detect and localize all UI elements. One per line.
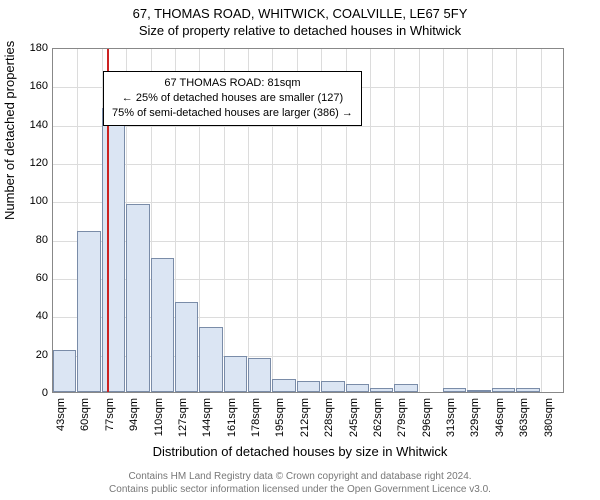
y-tick-label: 100 bbox=[18, 195, 48, 207]
gridline-v bbox=[467, 49, 468, 392]
y-tick-label: 80 bbox=[18, 234, 48, 246]
x-tick-label: 94sqm bbox=[128, 398, 140, 438]
footer-attribution: Contains HM Land Registry data © Crown c… bbox=[0, 470, 600, 500]
x-tick-label: 262sqm bbox=[372, 398, 384, 438]
footer-line2: Contains public sector information licen… bbox=[0, 483, 600, 496]
x-tick-label: 363sqm bbox=[518, 398, 530, 438]
x-tick-label: 212sqm bbox=[299, 398, 311, 438]
chart-titles: 67, THOMAS ROAD, WHITWICK, COALVILLE, LE… bbox=[0, 0, 600, 38]
gridline-v bbox=[443, 49, 444, 392]
x-tick-label: 178sqm bbox=[250, 398, 262, 438]
x-tick-label: 77sqm bbox=[104, 398, 116, 438]
histogram-bar bbox=[77, 231, 100, 392]
x-tick-label: 313sqm bbox=[445, 398, 457, 438]
x-tick-label: 296sqm bbox=[421, 398, 433, 438]
gridline-v bbox=[419, 49, 420, 392]
gridline-v bbox=[492, 49, 493, 392]
y-tick-label: 20 bbox=[18, 349, 48, 361]
histogram-bar bbox=[516, 388, 539, 392]
x-tick-label: 195sqm bbox=[274, 398, 286, 438]
y-tick-label: 140 bbox=[18, 119, 48, 131]
x-tick-label: 110sqm bbox=[153, 398, 165, 438]
x-tick-label: 60sqm bbox=[79, 398, 91, 438]
x-tick-label: 346sqm bbox=[494, 398, 506, 438]
annotation-line1: 67 THOMAS ROAD: 81sqm bbox=[112, 76, 353, 91]
x-tick-label: 245sqm bbox=[348, 398, 360, 438]
y-tick-label: 0 bbox=[18, 387, 48, 399]
histogram-bar bbox=[175, 302, 198, 392]
gridline-v bbox=[394, 49, 395, 392]
annotation-line2: ← 25% of detached houses are smaller (12… bbox=[112, 91, 353, 106]
y-tick-label: 160 bbox=[18, 80, 48, 92]
gridline-h bbox=[53, 202, 563, 203]
x-tick-label: 380sqm bbox=[543, 398, 555, 438]
gridline-v bbox=[516, 49, 517, 392]
annotation-line3: 75% of semi-detached houses are larger (… bbox=[112, 106, 353, 121]
histogram-bar bbox=[224, 356, 247, 392]
histogram-bar bbox=[297, 381, 320, 393]
x-tick-label: 144sqm bbox=[201, 398, 213, 438]
chart-plot-area: 67 THOMAS ROAD: 81sqm ← 25% of detached … bbox=[52, 48, 564, 393]
histogram-bar bbox=[467, 390, 490, 392]
histogram-bar bbox=[53, 350, 76, 392]
x-tick-label: 43sqm bbox=[55, 398, 67, 438]
x-tick-label: 161sqm bbox=[226, 398, 238, 438]
histogram-bar bbox=[151, 258, 174, 392]
y-tick-label: 120 bbox=[18, 157, 48, 169]
x-tick-label: 127sqm bbox=[177, 398, 189, 438]
gridline-h bbox=[53, 126, 563, 127]
histogram-bar bbox=[492, 388, 515, 392]
histogram-bar bbox=[199, 327, 222, 392]
x-axis-label: Distribution of detached houses by size … bbox=[0, 444, 600, 459]
histogram-bar bbox=[102, 108, 125, 392]
title-sub: Size of property relative to detached ho… bbox=[0, 23, 600, 38]
y-tick-label: 40 bbox=[18, 310, 48, 322]
y-tick-label: 60 bbox=[18, 272, 48, 284]
histogram-bar bbox=[370, 388, 393, 392]
histogram-bar bbox=[394, 384, 417, 392]
annotation-box: 67 THOMAS ROAD: 81sqm ← 25% of detached … bbox=[103, 71, 362, 126]
y-axis-label: Number of detached properties bbox=[2, 41, 17, 220]
x-tick-label: 329sqm bbox=[469, 398, 481, 438]
footer-line1: Contains HM Land Registry data © Crown c… bbox=[0, 470, 600, 483]
title-main: 67, THOMAS ROAD, WHITWICK, COALVILLE, LE… bbox=[0, 6, 600, 21]
histogram-bar bbox=[346, 384, 369, 392]
gridline-v bbox=[370, 49, 371, 392]
x-tick-label: 228sqm bbox=[323, 398, 335, 438]
x-tick-label: 279sqm bbox=[396, 398, 408, 438]
histogram-bar bbox=[321, 381, 344, 393]
histogram-bar bbox=[248, 358, 271, 393]
gridline-h bbox=[53, 164, 563, 165]
histogram-bar bbox=[272, 379, 295, 392]
gridline-v bbox=[541, 49, 542, 392]
histogram-bar bbox=[443, 388, 466, 392]
y-tick-label: 180 bbox=[18, 42, 48, 54]
histogram-bar bbox=[126, 204, 149, 392]
